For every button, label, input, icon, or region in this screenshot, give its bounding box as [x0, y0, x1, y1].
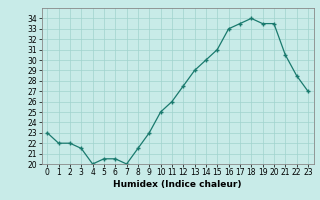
X-axis label: Humidex (Indice chaleur): Humidex (Indice chaleur): [113, 180, 242, 189]
